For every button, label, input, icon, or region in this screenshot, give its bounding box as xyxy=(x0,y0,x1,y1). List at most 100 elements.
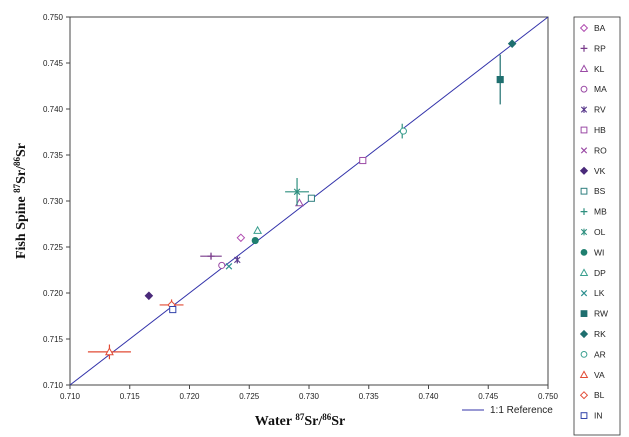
legend-marker xyxy=(579,166,589,175)
series-ar xyxy=(399,127,407,135)
series-hb xyxy=(359,156,367,165)
y-axis-title-base: Fish Spine xyxy=(14,193,29,259)
series-in xyxy=(169,306,177,314)
data-point xyxy=(399,127,407,135)
data-point xyxy=(507,39,517,48)
legend-box xyxy=(573,16,621,436)
series-lk xyxy=(225,263,233,270)
data-point xyxy=(236,233,246,243)
legend-label: RV xyxy=(594,105,606,115)
y-tick-label: 0.750 xyxy=(43,13,64,22)
legend-label: IN xyxy=(594,411,603,421)
y-tick-label: 0.710 xyxy=(43,381,64,390)
legend-label: RK xyxy=(594,329,606,339)
series-ba xyxy=(236,233,246,243)
y-axis: 0.710 0.715 0.720 0.725 0.730 0.735 0.740 0.745… xyxy=(43,13,70,390)
y-axis-title-end: Sr xyxy=(14,143,29,157)
legend-item-ro: RO xyxy=(580,145,607,155)
legend-item-ar: AR xyxy=(580,349,606,359)
x-tick-label: 0.710 xyxy=(60,392,81,401)
series-rk xyxy=(507,39,517,48)
legend-item-rw: RW xyxy=(580,309,608,319)
data-point xyxy=(496,76,504,84)
legend-marker xyxy=(580,249,588,256)
legend-item-ol: OL xyxy=(580,227,606,237)
legend-marker xyxy=(580,45,588,52)
x-axis-title-end: Sr xyxy=(331,414,345,429)
legend-label: OL xyxy=(594,227,606,237)
legend-label: HB xyxy=(594,125,606,135)
y-tick-label: 0.740 xyxy=(43,105,64,114)
legend-marker xyxy=(580,187,588,195)
x-axis: 0.710 0.715 0.720 0.725 0.730 0.735 0.740 0.745… xyxy=(60,385,559,401)
legend-marker xyxy=(580,208,588,215)
data-point xyxy=(293,188,301,196)
series-va xyxy=(87,344,131,360)
legend-item-in: IN xyxy=(580,411,603,421)
y-axis-title-sup2: 86 xyxy=(12,156,22,166)
x-tick-label: 0.740 xyxy=(418,392,439,401)
x-tick-label: 0.745 xyxy=(478,392,499,401)
legend-item-wi: WI xyxy=(580,247,604,257)
legend-marker xyxy=(579,391,589,400)
series-vk xyxy=(144,291,154,301)
y-tick-label: 0.720 xyxy=(43,289,64,298)
y-tick-label: 0.715 xyxy=(43,335,64,344)
legend-label: VK xyxy=(594,166,606,176)
legend-marker xyxy=(580,85,588,93)
data-points-layer xyxy=(87,39,517,360)
legend-marker xyxy=(580,412,588,419)
series-ma xyxy=(218,261,226,269)
data-point xyxy=(307,194,315,202)
x-tick-label: 0.750 xyxy=(538,392,559,401)
x-tick-label: 0.720 xyxy=(179,392,200,401)
x-axis-title-base: Water xyxy=(255,414,296,429)
legend-item-vk: VK xyxy=(579,166,606,176)
legend-item-rp: RP xyxy=(580,43,606,53)
legend: BA RP KL MA RV HB RO VK BS MB OL WI DP LK RW RK AR VA BL IN xyxy=(579,23,608,421)
legend-marker xyxy=(579,64,589,73)
x-tick-label: 0.715 xyxy=(120,392,141,401)
x-tick-label: 0.730 xyxy=(299,392,320,401)
legend-item-va: VA xyxy=(579,370,605,380)
x-tick-label: 0.735 xyxy=(359,392,380,401)
data-point xyxy=(234,256,241,264)
legend-label: RP xyxy=(594,43,606,53)
x-axis-title-sup1: 87 xyxy=(295,412,305,422)
legend-label: DP xyxy=(594,268,606,278)
x-axis-title-mid: Sr/ xyxy=(304,414,323,429)
series-ol xyxy=(285,178,309,206)
legend-item-bl: BL xyxy=(579,390,605,400)
data-point xyxy=(253,225,263,234)
legend-marker xyxy=(580,147,588,154)
y-axis-title: Fish Spine 87Sr/86Sr xyxy=(12,143,29,259)
legend-label: LK xyxy=(594,288,605,298)
legend-item-mb: MB xyxy=(580,207,607,217)
legend-marker xyxy=(580,310,588,317)
legend-item-hb: HB xyxy=(580,125,606,135)
legend-label: WI xyxy=(594,247,604,257)
data-point xyxy=(218,261,226,269)
legend-item-bs: BS xyxy=(580,186,606,196)
y-tick-label: 0.735 xyxy=(43,151,64,160)
data-point xyxy=(144,291,154,301)
legend-marker xyxy=(579,268,589,277)
series-rv xyxy=(234,256,241,264)
legend-label: RW xyxy=(594,309,608,319)
series-rw xyxy=(496,54,504,105)
legend-label: BS xyxy=(594,186,606,196)
legend-label: RO xyxy=(594,145,607,155)
y-axis-title-sup1: 87 xyxy=(12,183,22,193)
legend-marker xyxy=(580,126,588,134)
data-point xyxy=(225,263,233,270)
data-point xyxy=(251,237,259,245)
legend-item-rv: RV xyxy=(580,105,606,115)
x-axis-title-sup2: 86 xyxy=(322,412,332,422)
legend-item-ba: BA xyxy=(579,23,606,33)
legend-label: MA xyxy=(594,84,607,94)
legend-label: AR xyxy=(594,349,606,359)
legend-item-kl: KL xyxy=(579,64,605,74)
legend-marker xyxy=(579,370,589,379)
legend-label: BL xyxy=(594,390,605,400)
